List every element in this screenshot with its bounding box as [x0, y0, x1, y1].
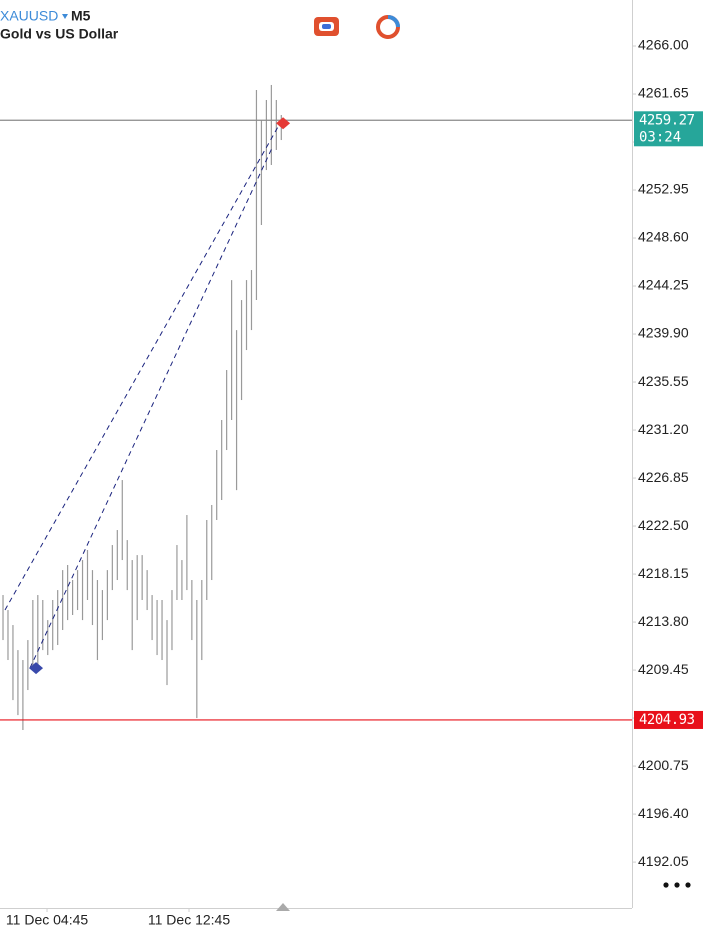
y-tick-label: 4226.85: [638, 469, 689, 485]
trade-line: [29, 147, 273, 669]
y-tick-label: 4266.00: [638, 37, 689, 53]
price-label-box: [634, 111, 703, 147]
x-tick-label: 11 Dec 12:45: [148, 912, 230, 928]
dropdown-icon[interactable]: [62, 14, 68, 19]
y-tick-label: 4192.05: [638, 853, 689, 869]
y-tick-label: 4222.50: [638, 517, 689, 533]
menu-dot[interactable]: [663, 882, 669, 888]
y-tick-label: 4200.75: [638, 757, 689, 773]
menu-dot[interactable]: [685, 882, 691, 888]
y-tick-label: 4213.80: [638, 613, 689, 629]
price-label-box: [634, 710, 703, 729]
x-tick-label: 11 Dec 04:45: [6, 912, 88, 928]
y-tick-label: 4235.55: [638, 373, 689, 389]
trade-icon[interactable]: [314, 17, 339, 36]
y-tick-label: 4248.60: [638, 229, 689, 245]
y-tick-label: 4261.65: [638, 85, 689, 101]
y-tick-label: 4218.15: [638, 565, 689, 581]
y-tick-label: 4239.90: [638, 325, 689, 341]
trade-marker: [276, 117, 291, 130]
price-label: 4259.27: [639, 112, 695, 128]
trade-line: [4, 117, 284, 611]
y-tick-label: 4244.25: [638, 277, 689, 293]
overlay: [0, 117, 632, 721]
y-tick-label: 4196.40: [638, 805, 689, 821]
timeframe[interactable]: M5: [71, 8, 91, 24]
instrument-name: Gold vs US Dollar: [0, 26, 119, 42]
trade-marker: [29, 662, 44, 675]
scroll-handle[interactable]: [276, 903, 290, 911]
y-tick-label: 4252.95: [638, 181, 689, 197]
symbol[interactable]: XAUUSD: [0, 8, 58, 24]
price-label: 4204.93: [639, 712, 695, 728]
countdown: 03:24: [639, 129, 681, 145]
signal-icon[interactable]: [376, 15, 400, 39]
y-tick-label: 4231.20: [638, 421, 689, 437]
y-tick-label: 4209.45: [638, 661, 689, 677]
menu-dot[interactable]: [674, 882, 680, 888]
plot-area: [2, 84, 282, 730]
